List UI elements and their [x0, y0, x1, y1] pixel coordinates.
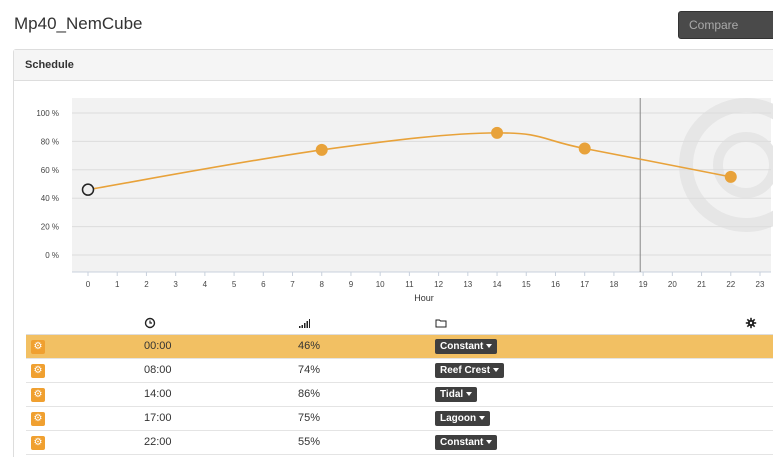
- y-tick-label: 20 %: [41, 223, 59, 232]
- row-time: 14:00: [144, 388, 172, 400]
- x-tick-label: 12: [434, 280, 443, 289]
- row-time: 22:00: [144, 436, 172, 448]
- table-row[interactable]: ⚙ 17:00 75% Lagoon: [26, 407, 773, 431]
- x-tick-label: 23: [756, 280, 765, 289]
- caret-down-icon: [466, 392, 473, 397]
- x-tick-label: 20: [668, 280, 677, 289]
- folder-icon: [435, 319, 447, 328]
- x-tick-label: 2: [144, 280, 149, 289]
- x-tick-label: 4: [203, 280, 208, 289]
- caret-down-icon: [486, 440, 493, 445]
- mode-dropdown-button[interactable]: Constant: [435, 339, 498, 354]
- x-tick-label: 5: [232, 280, 237, 289]
- row-time: 08:00: [144, 364, 172, 376]
- row-mode: Constant: [435, 435, 498, 450]
- row-time: 17:00: [144, 412, 172, 424]
- page-title: Mp40_NemCube: [14, 14, 143, 33]
- x-tick-label: 9: [349, 280, 354, 289]
- row-settings-button[interactable]: ⚙: [31, 412, 45, 426]
- row-level: 75%: [298, 412, 321, 424]
- y-tick-label: 0 %: [45, 251, 59, 260]
- x-tick-label: 10: [376, 280, 385, 289]
- x-tick-label: 13: [463, 280, 472, 289]
- plot-background: [72, 98, 771, 272]
- table-row[interactable]: ⚙ 22:00 55% Constant: [26, 431, 773, 455]
- row-mode: Lagoon: [435, 411, 491, 426]
- x-tick-label: 14: [493, 280, 502, 289]
- mode-label: Reef Crest: [440, 365, 491, 376]
- x-tick-label: 16: [551, 280, 560, 289]
- row-mode: Tidal: [435, 387, 478, 402]
- row-level: 86%: [298, 388, 321, 400]
- caret-down-icon: [486, 344, 493, 349]
- row-level: 74%: [298, 364, 321, 376]
- row-level: 55%: [298, 436, 321, 448]
- data-point[interactable]: [578, 142, 591, 155]
- row-mode: Reef Crest: [435, 363, 505, 378]
- row-settings-button[interactable]: ⚙: [31, 364, 45, 378]
- caret-down-icon: [479, 416, 486, 421]
- x-tick-label: 7: [290, 280, 295, 289]
- data-point[interactable]: [81, 183, 95, 196]
- row-mode: Constant: [435, 339, 498, 354]
- schedule-chart[interactable]: 0 % 20 % 40 % 60 % 80 % 100 % 0 1 2 3 4 5 6 7 8 9 10 11 12…: [26, 95, 773, 310]
- x-tick-label: 11: [405, 280, 414, 289]
- mode-label: Constant: [440, 437, 484, 448]
- mode-dropdown-button[interactable]: Constant: [435, 435, 498, 450]
- mode-label: Constant: [440, 341, 484, 352]
- x-tick-label: 15: [522, 280, 531, 289]
- schedule-panel: Schedule: [13, 49, 773, 457]
- table-row[interactable]: ⚙ 08:00 74% Reef Crest: [26, 359, 773, 383]
- chart-svg[interactable]: 0 %20 %40 %60 %80 %100 %0 1 2 3 4 5 6 7 8 9 10 11 12…: [26, 95, 773, 310]
- panel-title: Schedule: [14, 50, 773, 81]
- data-point[interactable]: [724, 170, 737, 183]
- row-settings-button[interactable]: ⚙: [31, 340, 45, 354]
- table-header: [26, 313, 773, 335]
- table-body: ⚙ 00:00 46% Constant ⚙ 08:00 74% Reef Crest ⚙ 14:…: [26, 335, 773, 455]
- logo-watermark: [679, 98, 773, 232]
- signal-bars-icon: [299, 319, 310, 328]
- mode-dropdown-button[interactable]: Reef Crest: [435, 363, 505, 378]
- gear-icon: ⚙: [33, 365, 43, 376]
- caret-down-icon: [493, 368, 500, 373]
- series-line: [87, 132, 731, 191]
- row-settings-button[interactable]: ⚙: [31, 436, 45, 450]
- x-axis-title: Hour: [414, 293, 434, 303]
- schedule-table: ⚙ 00:00 46% Constant ⚙ 08:00 74% Reef Crest ⚙ 14:…: [26, 313, 773, 455]
- y-tick-label: 80 %: [41, 137, 59, 146]
- mode-label: Tidal: [440, 389, 464, 400]
- row-level: 46%: [298, 340, 321, 352]
- table-row[interactable]: ⚙ 00:00 46% Constant: [26, 335, 773, 359]
- x-tick-label: 8: [320, 280, 325, 289]
- logo-watermark-inner: [713, 132, 773, 198]
- x-tick-label: 18: [609, 280, 618, 289]
- x-tick-label: 22: [726, 280, 735, 289]
- mode-dropdown-button[interactable]: Lagoon: [435, 411, 491, 426]
- gear-icon: [745, 317, 757, 329]
- data-point[interactable]: [315, 143, 328, 156]
- y-tick-label: 100 %: [36, 109, 59, 118]
- compare-dropdown[interactable]: Compare: [678, 11, 773, 39]
- x-tick-label: 3: [173, 280, 178, 289]
- row-settings-button[interactable]: ⚙: [31, 388, 45, 402]
- gear-icon: ⚙: [33, 437, 43, 448]
- x-tick-label: 21: [697, 280, 706, 289]
- mode-dropdown-button[interactable]: Tidal: [435, 387, 478, 402]
- x-tick-label: 17: [580, 280, 589, 289]
- x-tick-label: 6: [261, 280, 266, 289]
- table-row[interactable]: ⚙ 14:00 86% Tidal: [26, 383, 773, 407]
- x-tick-label: 19: [639, 280, 648, 289]
- gear-icon: ⚙: [33, 389, 43, 400]
- y-tick-label: 60 %: [41, 166, 59, 175]
- mode-label: Lagoon: [440, 413, 477, 424]
- x-tick-label: 0: [86, 280, 91, 289]
- gear-icon: ⚙: [33, 341, 43, 352]
- x-tick-label: 1: [115, 280, 120, 289]
- row-time: 00:00: [144, 340, 172, 352]
- y-tick-label: 40 %: [41, 194, 59, 203]
- clock-icon: [144, 317, 156, 329]
- data-point[interactable]: [491, 126, 504, 139]
- gear-icon: ⚙: [33, 413, 43, 424]
